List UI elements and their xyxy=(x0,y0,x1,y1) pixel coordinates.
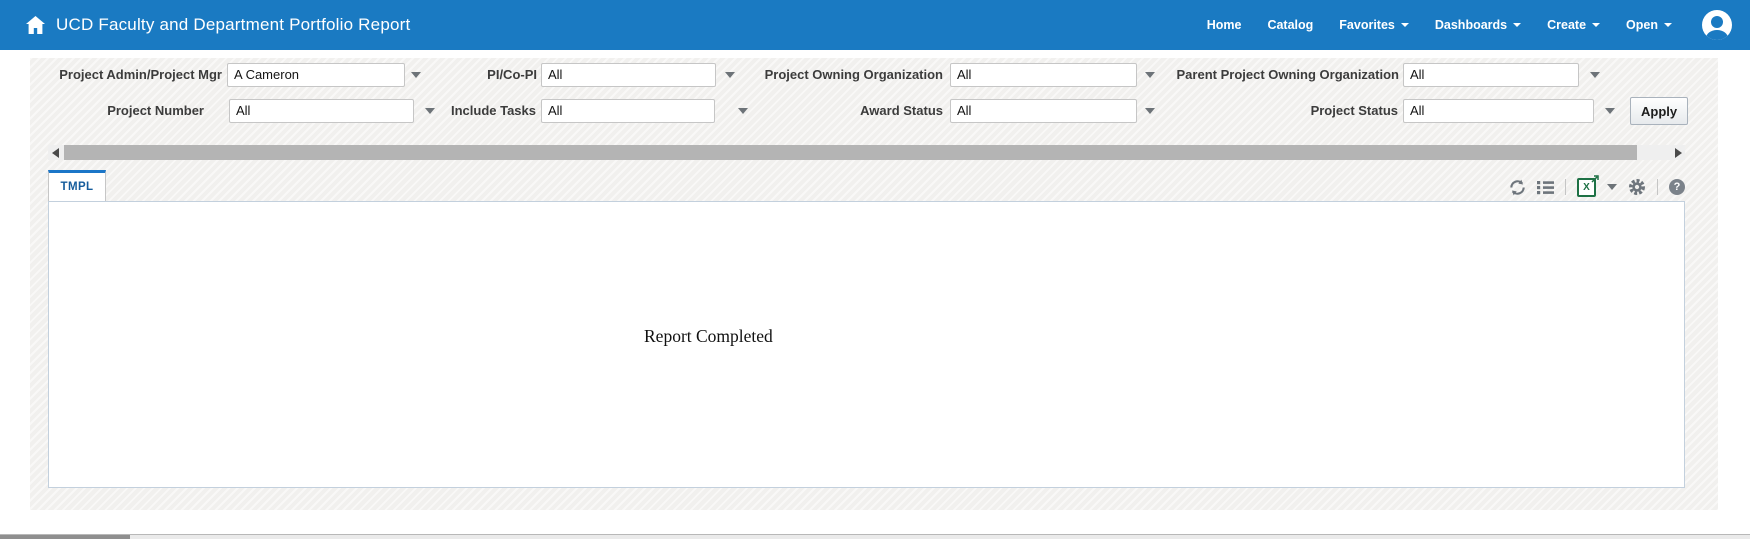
filter-label-project-status: Project Status xyxy=(1310,103,1398,118)
filter-label-project-owning-org: Project Owning Organization xyxy=(764,67,943,82)
tab-tmpl[interactable]: TMPL xyxy=(48,170,106,201)
chevron-down-icon[interactable] xyxy=(1145,108,1155,114)
report-content-area: Report Completed xyxy=(48,201,1685,488)
filter-input-project-admin[interactable]: A Cameron xyxy=(227,63,405,87)
filter-input-award-status[interactable]: All xyxy=(950,99,1137,123)
chevron-down-icon[interactable] xyxy=(725,72,735,78)
chevron-down-icon[interactable] xyxy=(1605,108,1615,114)
filter-label-project-number: Project Number xyxy=(107,103,204,118)
nav-home[interactable]: Home xyxy=(1206,18,1242,32)
chevron-down-icon[interactable] xyxy=(1607,184,1617,190)
gear-icon[interactable] xyxy=(1628,178,1646,196)
chevron-down-icon[interactable] xyxy=(425,108,435,114)
help-icon[interactable]: ? xyxy=(1669,179,1685,195)
report-toolbar: X ? xyxy=(1480,174,1685,197)
filter-input-parent-project-owning-org[interactable]: All xyxy=(1403,63,1579,87)
header-nav: Home Catalog Favorites Dashboards Create… xyxy=(1207,0,1732,50)
checklist-icon[interactable] xyxy=(1537,180,1554,195)
filter-label-project-admin: Project Admin/Project Mgr xyxy=(59,67,222,82)
chevron-down-icon[interactable] xyxy=(1590,72,1600,78)
filter-label-pi-copi: PI/Co-PI xyxy=(487,67,537,82)
filter-input-project-number[interactable]: All xyxy=(229,99,414,123)
horizontal-scrollbar[interactable] xyxy=(48,145,1685,160)
filter-label-parent-project-owning-org: Parent Project Owning Organization xyxy=(1176,67,1399,82)
filter-input-project-owning-org[interactable]: All xyxy=(950,63,1137,87)
excel-export-icon[interactable]: X xyxy=(1577,174,1599,197)
scroll-right-arrow-icon[interactable] xyxy=(1671,145,1685,160)
chevron-down-icon[interactable] xyxy=(411,72,421,78)
apply-button[interactable]: Apply xyxy=(1630,97,1689,125)
nav-create[interactable]: Create xyxy=(1547,18,1601,32)
nav-favorites[interactable]: Favorites xyxy=(1339,18,1409,32)
filter-label-include-tasks: Include Tasks xyxy=(450,103,536,118)
refresh-icon[interactable] xyxy=(1509,179,1526,196)
chevron-down-icon xyxy=(1664,23,1672,27)
nav-open[interactable]: Open xyxy=(1626,18,1672,32)
chevron-down-icon[interactable] xyxy=(1145,72,1155,78)
user-avatar-icon[interactable] xyxy=(1702,10,1732,40)
report-status-text: Report Completed xyxy=(644,326,773,346)
header-bar: UCD Faculty and Department Portfolio Rep… xyxy=(0,0,1750,50)
chevron-down-icon xyxy=(1513,23,1522,27)
avatar-body xyxy=(1706,30,1728,40)
page-horizontal-scrollbar[interactable] xyxy=(0,534,1750,539)
toolbar-divider xyxy=(1565,179,1566,195)
chevron-down-icon xyxy=(1400,23,1409,27)
nav-dashboards[interactable]: Dashboards xyxy=(1435,18,1522,32)
filter-label-award-status: Award Status xyxy=(860,103,943,118)
filter-input-project-status[interactable]: All xyxy=(1403,99,1594,123)
nav-catalog[interactable]: Catalog xyxy=(1267,18,1314,32)
export-arrow-icon xyxy=(1591,174,1599,186)
chevron-down-icon xyxy=(1592,23,1601,27)
filter-input-include-tasks[interactable]: All xyxy=(541,99,715,123)
chevron-down-icon[interactable] xyxy=(738,108,748,114)
toolbar-divider xyxy=(1657,179,1658,195)
avatar-head xyxy=(1711,16,1723,28)
filter-input-pi-copi[interactable]: All xyxy=(541,63,716,87)
home-icon[interactable] xyxy=(26,16,45,34)
scroll-left-arrow-icon[interactable] xyxy=(48,145,62,160)
scrollbar-thumb[interactable] xyxy=(64,145,1637,160)
scrollbar-thumb[interactable] xyxy=(0,535,130,539)
page-title: UCD Faculty and Department Portfolio Rep… xyxy=(56,15,411,34)
